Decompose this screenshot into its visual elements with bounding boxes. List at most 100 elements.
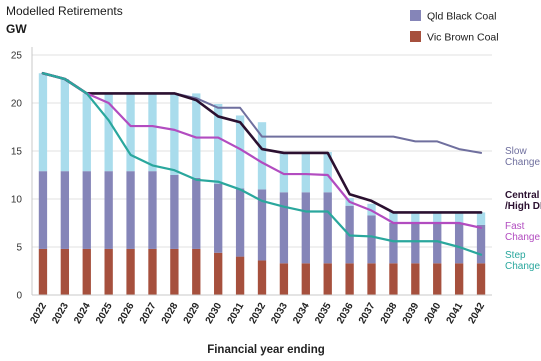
series-label-step-0: Step <box>505 250 526 261</box>
bar-qld-black-coal-2042 <box>476 224 486 264</box>
bar-vic-brown-coal-2040 <box>433 263 442 295</box>
bar-qld-black-coal-2040 <box>433 223 442 264</box>
bar-vic-brown-coal-2026 <box>126 248 135 295</box>
line-fast-change <box>41 72 483 229</box>
bar-vic-brown-coal-2035 <box>323 263 332 295</box>
bar-remaining-2041 <box>454 211 464 223</box>
bar-remaining-2033 <box>279 151 289 193</box>
y-tick-10: 10 <box>11 195 23 206</box>
x-tick-2037: 2037 <box>357 301 378 326</box>
y-tick-15: 15 <box>11 147 23 158</box>
x-tick-2022: 2022 <box>28 301 49 326</box>
bar-vic-brown-coal-2038 <box>389 263 398 295</box>
x-tick-2026: 2026 <box>116 301 137 326</box>
bar-vic-brown-coal-2042 <box>476 263 486 295</box>
bar-vic-brown-coal-2025 <box>104 248 113 295</box>
bar-vic-brown-coal-2032 <box>257 260 267 295</box>
bar-remaining-2030 <box>214 103 223 184</box>
x-tick-2032: 2032 <box>247 301 268 326</box>
x-tick-2025: 2025 <box>94 301 115 326</box>
x-tick-2028: 2028 <box>160 301 181 326</box>
bar-qld-black-coal-2034 <box>301 192 310 264</box>
bar-qld-black-coal-2022 <box>38 171 48 249</box>
bar-remaining-2031 <box>235 115 245 189</box>
bar-vic-brown-coal-2033 <box>279 263 289 295</box>
bar-qld-black-coal-2032 <box>257 189 267 261</box>
y-tick-25: 25 <box>11 51 23 62</box>
bar-remaining-2028 <box>170 93 179 175</box>
x-tick-2030: 2030 <box>204 301 225 326</box>
y-tick-0: 0 <box>16 291 22 302</box>
bar-remaining-2026 <box>126 93 135 172</box>
bar-remaining-2024 <box>82 93 91 172</box>
bar-remaining-2022 <box>38 73 48 172</box>
bar-remaining-2040 <box>433 211 442 223</box>
x-tick-2034: 2034 <box>291 301 312 326</box>
bar-qld-black-coal-2037 <box>367 215 376 264</box>
bar-vic-brown-coal-2024 <box>82 248 91 295</box>
series-label-fast-0: Fast <box>505 221 525 232</box>
bar-qld-black-coal-2038 <box>389 223 398 264</box>
x-tick-2023: 2023 <box>50 301 71 326</box>
chart-title: Modelled Retirements <box>6 4 123 18</box>
bar-qld-black-coal-2041 <box>454 223 464 264</box>
y-unit-label: GW <box>6 22 27 36</box>
bar-qld-black-coal-2029 <box>192 177 201 249</box>
bar-remaining-2038 <box>389 211 398 223</box>
bars <box>38 73 486 295</box>
series-label-central-1: /High DE <box>505 201 541 212</box>
bar-vic-brown-coal-2028 <box>170 248 179 295</box>
series-label-central-0: Central <box>505 190 540 201</box>
scenario-lines <box>41 71 483 256</box>
x-tick-2038: 2038 <box>379 301 400 326</box>
bar-qld-black-coal-2027 <box>148 171 157 249</box>
bar-vic-brown-coal-2031 <box>235 256 245 295</box>
series-label-step-1: Change <box>505 261 540 272</box>
bar-vic-brown-coal-2036 <box>345 263 354 295</box>
bar-qld-black-coal-2031 <box>235 188 245 257</box>
bar-qld-black-coal-2024 <box>82 171 91 249</box>
x-tick-2033: 2033 <box>269 301 290 326</box>
bar-vic-brown-coal-2039 <box>411 263 420 295</box>
x-tick-2031: 2031 <box>226 301 247 326</box>
series-label-slow-1: Change <box>505 157 540 168</box>
bar-remaining-2035 <box>323 151 332 193</box>
x-tick-2027: 2027 <box>138 301 159 326</box>
series-label-slow-0: Slow <box>505 146 527 157</box>
bar-vic-brown-coal-2022 <box>38 248 48 295</box>
bar-remaining-2029 <box>192 93 201 178</box>
bar-vic-brown-coal-2034 <box>301 263 310 295</box>
legend-swatch-vic-brown-coal <box>410 31 421 42</box>
line-central-high-de <box>41 71 483 214</box>
bar-remaining-2027 <box>148 93 157 172</box>
x-tick-2029: 2029 <box>182 301 203 326</box>
bar-vic-brown-coal-2029 <box>192 248 201 295</box>
x-tick-2024: 2024 <box>72 301 93 326</box>
bar-qld-black-coal-2026 <box>126 171 135 249</box>
legend-label-qld-black-coal: Qld Black Coal <box>427 11 496 23</box>
bar-vic-brown-coal-2027 <box>148 248 157 295</box>
x-tick-2035: 2035 <box>313 301 334 326</box>
legend: Qld Black Coal Vic Brown Coal <box>410 10 499 44</box>
x-tick-2036: 2036 <box>335 301 356 326</box>
bar-remaining-2034 <box>301 151 310 193</box>
x-tick-2040: 2040 <box>423 301 444 326</box>
bar-vic-brown-coal-2023 <box>60 248 70 295</box>
line-step-change <box>41 72 483 256</box>
bar-qld-black-coal-2030 <box>214 183 223 253</box>
bar-qld-black-coal-2033 <box>279 192 289 264</box>
x-tick-2039: 2039 <box>401 301 422 326</box>
bar-remaining-2042 <box>476 212 486 225</box>
bar-qld-black-coal-2023 <box>60 171 70 249</box>
bar-remaining-2039 <box>411 211 420 223</box>
y-tick-20: 20 <box>11 99 23 110</box>
x-axis-label: Financial year ending <box>207 344 325 356</box>
series-label-fast-1: Change <box>505 232 540 243</box>
legend-swatch-qld-black-coal <box>410 10 421 21</box>
bar-qld-black-coal-2025 <box>104 171 113 249</box>
bar-remaining-2025 <box>104 93 113 172</box>
bar-remaining-2023 <box>60 79 70 172</box>
bar-qld-black-coal-2039 <box>411 223 420 264</box>
